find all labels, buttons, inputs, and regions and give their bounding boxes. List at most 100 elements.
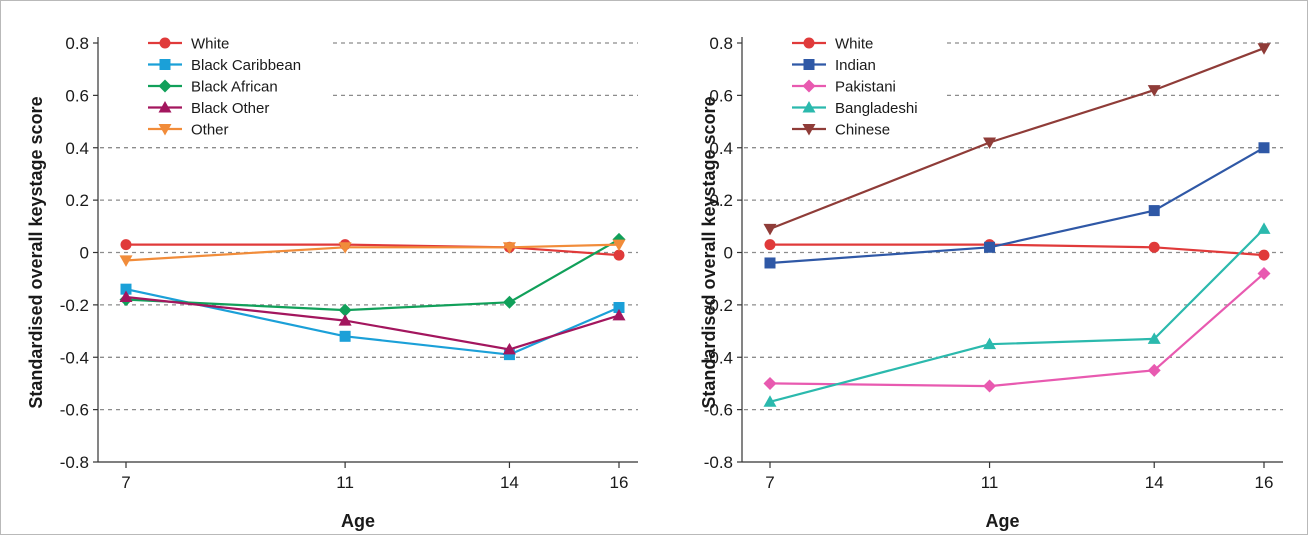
data-point [983,337,997,350]
y-tick-label: -0.8 [60,453,89,472]
data-point [763,395,777,407]
y-tick-label: 0.6 [709,86,733,105]
series-pakistani [763,266,1271,393]
data-point [338,242,352,254]
data-point [1147,85,1161,97]
y-tick-label: -0.2 [60,296,89,315]
y-tick-label: -0.2 [704,296,733,315]
legend-item: Bangladeshi [792,100,918,117]
data-point [1148,241,1160,253]
series-black-other [119,290,626,355]
legend-marker [802,79,816,93]
legend-label: Chinese [835,122,890,139]
y-tick-label: -0.4 [704,348,733,367]
data-point [338,314,352,326]
series-line [126,243,620,257]
legend-item: Chinese [792,122,890,139]
x-tick-label: 14 [500,473,519,492]
data-point [612,308,626,321]
legend-marker [802,124,816,136]
x-tick-label: 16 [1255,473,1274,492]
legend-marker [802,101,816,113]
legend-label: Pakistani [835,79,896,96]
y-axis-title: Standardised overall keystage score [26,96,46,408]
legend-marker [158,101,172,113]
y-tick-label: 0.2 [709,191,733,210]
series-line [769,47,1265,230]
y-tick-label: 0.8 [709,34,733,53]
data-point [1258,142,1270,154]
legend-label: White [835,36,873,53]
legend-item: Pakistani [792,79,896,96]
y-tick-label: 0.8 [65,34,89,53]
y-tick-label: -0.6 [60,401,89,420]
legend: White Black Caribbean Black African Black O… [148,36,301,139]
y-tick-label: 0.2 [65,191,89,210]
data-point [339,330,351,342]
legend-item: Black Other [148,100,269,117]
legend-marker [803,59,815,70]
series-other [119,239,626,267]
data-point [502,295,516,309]
legend-label: Bangladeshi [835,100,918,117]
legend-marker [803,37,815,49]
data-point [764,257,776,269]
data-point [763,223,777,236]
series-line [125,243,620,262]
data-point [503,349,515,361]
series-line [125,288,620,356]
series-line [769,146,1265,265]
data-point [1257,266,1271,280]
x-tick-label: 11 [981,473,999,492]
data-point [612,239,626,252]
legend-item: Indian [792,57,876,74]
legend-marker [158,124,172,136]
legend-item: Other [148,122,229,139]
y-tick-label: 0.4 [65,139,89,158]
legend-marker [158,79,172,93]
y-axis-title: Standardised overall keystage score [699,96,719,408]
data-point [1147,363,1161,377]
data-point [983,137,997,150]
legend-label: White [191,36,229,53]
series-line [125,238,620,312]
right-chart-panel: 0.8 0.6 0.4 0.2 0 -0.2 -0.4 -0.6 -0.8 7 11 14 16 Age S… [699,34,1283,531]
legend-item: White [792,36,873,53]
data-point [984,241,996,253]
legend-label: Other [191,122,229,139]
series-indian [764,142,1270,269]
data-point [1258,249,1270,261]
left-chart-panel: 0.8 0.6 0.4 0.2 0 -0.2 -0.4 -0.6 -0.8 7 11 14 16 Age S… [26,34,638,531]
series-line [770,243,1265,257]
legend-item: Black African [148,79,278,96]
data-point [613,249,625,261]
y-tick-label: -0.4 [60,348,89,367]
legend-label: Black Caribbean [191,57,301,74]
data-point [613,301,625,313]
x-tick-label: 11 [336,473,354,492]
x-axis-title: Age [985,511,1019,531]
data-point [764,239,776,251]
data-point [763,376,777,390]
legend: White Indian Pakistani Bangladeshi Chinese [792,36,918,139]
legend-marker [159,59,171,70]
x-tick-label: 16 [610,473,629,492]
data-point [119,290,133,303]
y-tick-label: 0.4 [709,139,733,158]
data-point [338,303,352,317]
data-point [120,239,132,251]
data-point [502,342,516,355]
series-black-caribbean [120,283,625,361]
series-line [769,272,1265,388]
legend-item: Black Caribbean [148,57,301,74]
y-tick-label: -0.8 [704,453,733,472]
legend-label: Indian [835,57,876,74]
data-point [502,242,516,254]
data-point [119,255,133,267]
x-tick-label: 7 [765,473,774,492]
y-tick-label: 0.6 [65,86,89,105]
data-point [1147,332,1161,344]
data-point [120,283,132,295]
